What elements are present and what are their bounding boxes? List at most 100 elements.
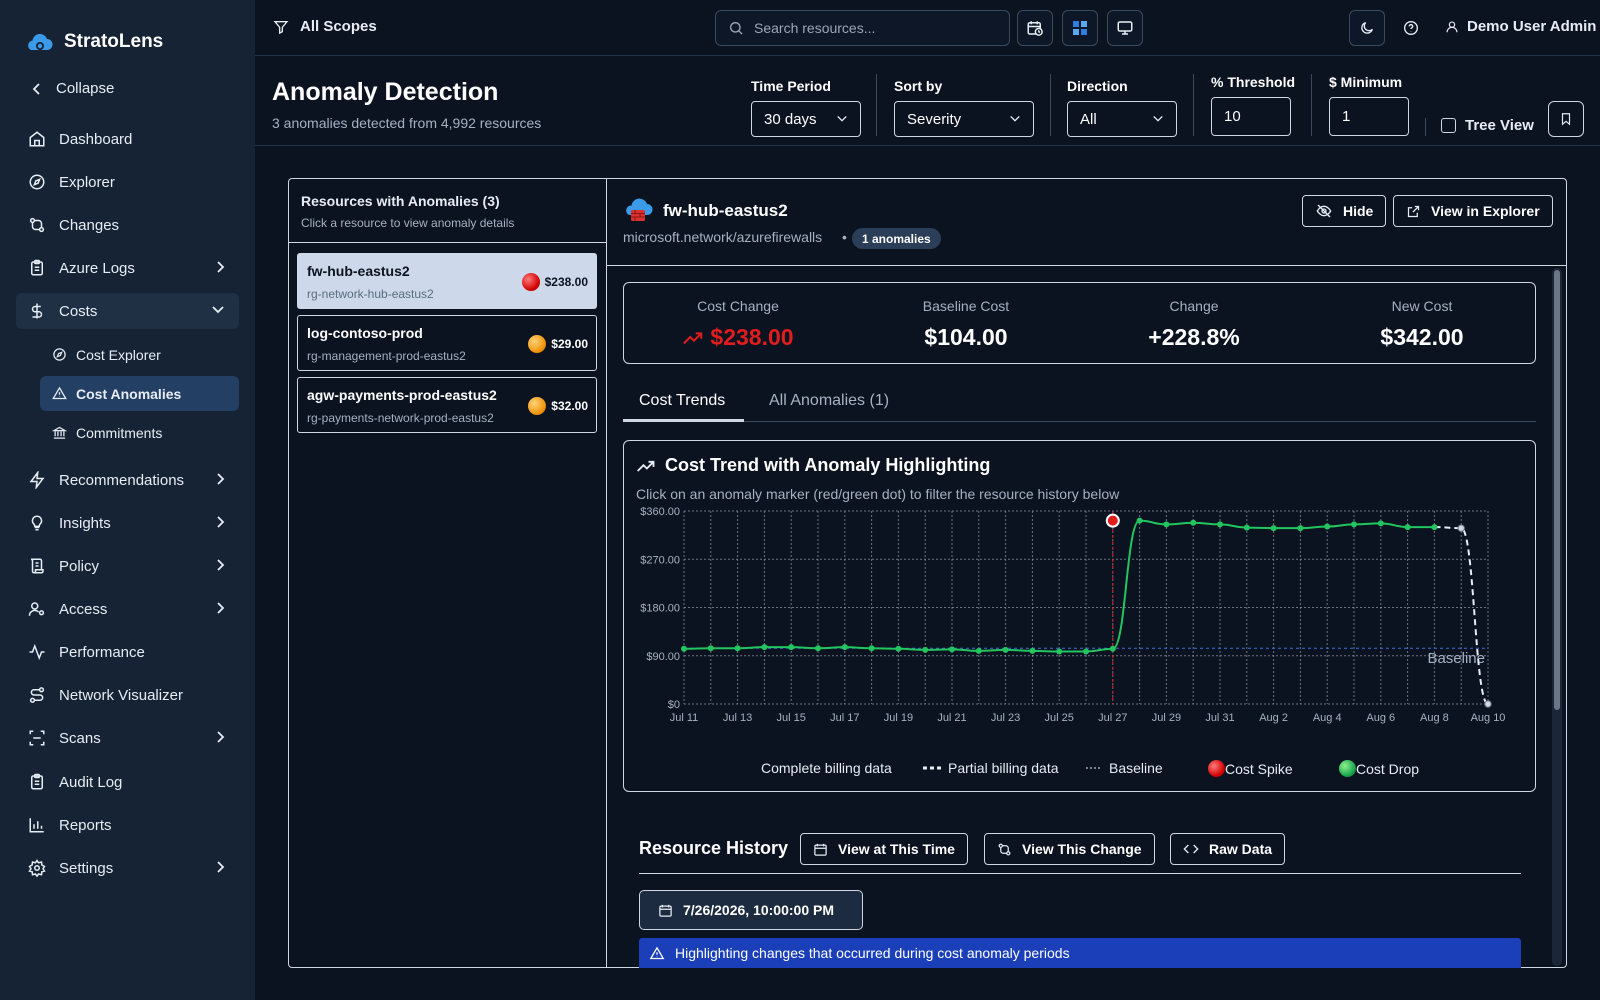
tree-view-toggle[interactable]: Tree View — [1441, 117, 1534, 134]
separator-bullet: • — [842, 229, 847, 245]
data-point — [1404, 524, 1411, 531]
home-icon — [28, 130, 46, 148]
legend-drop[interactable]: Cost Drop — [1339, 760, 1419, 777]
legend-spike[interactable]: Cost Spike — [1208, 760, 1293, 777]
resource-list-item[interactable]: log-contoso-prod rg-management-prod-east… — [297, 315, 597, 371]
sidebar-item-settings[interactable]: Settings — [16, 850, 239, 886]
data-point — [949, 646, 955, 653]
time-period-select[interactable]: 30 days — [751, 101, 861, 137]
cost-trend-card — [623, 440, 1536, 792]
brand[interactable]: StratoLens — [24, 30, 163, 54]
collapse-button[interactable]: Collapse — [32, 80, 114, 97]
resource-cost-value: $29.00 — [551, 337, 588, 351]
cost-trend-chart[interactable]: $0 $90.00 $180.00 $270.00 $360.00 Jul 11 Jul 1… — [630, 506, 1530, 756]
monitor-button[interactable] — [1107, 10, 1143, 46]
filter-divider — [1311, 74, 1312, 136]
sidebar-item-performance[interactable]: Performance — [16, 634, 239, 670]
sidebar-item-dashboard[interactable]: Dashboard — [16, 121, 239, 157]
sidebar-item-access[interactable]: Access — [16, 591, 239, 627]
sidebar-item-costs[interactable]: Costs — [16, 293, 239, 329]
sidebar-subitem-cost-explorer[interactable]: Cost Explorer — [40, 337, 239, 372]
resource-list-item[interactable]: fw-hub-eastus2 rg-network-hub-eastus2 $2… — [297, 253, 597, 309]
stat-new-cost: New Cost $342.00 — [1308, 298, 1536, 351]
page-title: Anomaly Detection — [272, 78, 499, 106]
dollar-icon — [28, 302, 46, 320]
bookmark-button[interactable] — [1548, 101, 1584, 137]
user-menu[interactable]: Demo User Admin — [1445, 18, 1596, 35]
sidebar-item-scans[interactable]: Scans — [16, 720, 239, 756]
sidebar-subitem-commitments[interactable]: Commitments — [40, 415, 239, 450]
sidebar-subitem-label: Cost Explorer — [76, 346, 161, 363]
legend-baseline[interactable]: Baseline — [1085, 760, 1163, 776]
detail-scrollbar-thumb[interactable] — [1554, 270, 1560, 710]
minimum-label: $ Minimum — [1329, 74, 1403, 90]
resource-history-title: Resource History — [639, 838, 789, 858]
scroll-icon — [28, 557, 46, 575]
tree-view-checkbox[interactable] — [1441, 118, 1456, 133]
view-in-explorer-button[interactable]: View in Explorer — [1393, 195, 1553, 227]
threshold-value: 10 — [1224, 108, 1241, 125]
data-point — [868, 645, 875, 652]
search-input[interactable] — [754, 20, 984, 36]
raw-data-button[interactable]: Raw Data — [1170, 833, 1286, 865]
resource-cost: $32.00 — [528, 397, 588, 415]
hide-label: Hide — [1343, 203, 1374, 219]
partial-data-point — [1457, 524, 1465, 532]
search-box[interactable] — [715, 10, 1010, 46]
sidebar-item-label: Reports — [59, 816, 112, 834]
threshold-input[interactable]: 10 — [1211, 97, 1291, 136]
git-compare-icon — [997, 842, 1012, 857]
calendar-icon — [658, 903, 673, 918]
x-tick-label: Jul 29 — [1152, 712, 1181, 724]
sidebar-item-reports[interactable]: Reports — [16, 807, 239, 843]
filter-icon — [273, 19, 289, 35]
resource-cost-value: $238.00 — [544, 275, 588, 289]
sidebar-subitem-cost-anomalies[interactable]: Cost Anomalies — [40, 376, 239, 411]
sidebar-item-changes[interactable]: Changes — [16, 207, 239, 243]
resource-list-item[interactable]: agw-payments-prod-eastus2 rg-payments-ne… — [297, 377, 597, 433]
cost-spike-marker[interactable] — [1105, 513, 1120, 528]
direction-select[interactable]: All — [1067, 101, 1177, 137]
x-tick-label: Jul 15 — [777, 712, 806, 724]
view-at-this-time-button[interactable]: View at This Time — [800, 833, 968, 865]
azure-grid-icon — [1071, 19, 1089, 37]
chevron-right-icon — [215, 860, 225, 874]
sidebar-item-network-visualizer[interactable]: Network Visualizer — [16, 677, 239, 713]
resource-type: microsoft.network/azurefirewalls — [623, 229, 823, 245]
chevron-right-icon — [215, 260, 225, 274]
monitor-icon — [1116, 19, 1134, 37]
theme-toggle-button[interactable] — [1349, 10, 1385, 46]
trending-up-icon — [682, 330, 704, 346]
scope-filter-button[interactable]: All Scopes — [273, 18, 377, 35]
sidebar-item-recommendations[interactable]: Recommendations — [16, 462, 239, 498]
filter-divider — [1193, 74, 1194, 136]
tab-cost-trends[interactable]: Cost Trends — [639, 392, 726, 409]
sidebar-item-label: Audit Log — [59, 773, 123, 791]
history-date-button[interactable]: 7/26/2026, 10:00:00 PM — [639, 890, 863, 930]
hide-button[interactable]: Hide — [1302, 195, 1387, 227]
sidebar-item-audit-log[interactable]: Audit Log — [16, 764, 239, 800]
legend-drop-label: Cost Drop — [1356, 760, 1420, 777]
sort-by-select[interactable]: Severity — [894, 101, 1034, 137]
sidebar-item-azure-logs[interactable]: Azure Logs — [16, 250, 239, 286]
sidebar-subitem-label: Commitments — [76, 424, 163, 441]
help-button[interactable] — [1393, 10, 1429, 46]
bar-chart-icon — [28, 816, 46, 834]
tab-all-anomalies[interactable]: All Anomalies (1) — [769, 392, 890, 409]
minimum-input[interactable]: 1 — [1329, 97, 1409, 136]
data-point — [975, 647, 982, 654]
legend-partial[interactable]: Partial billing data — [922, 760, 1059, 776]
help-circle-icon — [1403, 20, 1419, 36]
legend-complete[interactable]: Complete billing data — [761, 760, 892, 776]
view-this-change-button[interactable]: View This Change — [984, 833, 1155, 865]
external-link-icon — [1406, 204, 1421, 219]
sidebar-item-explorer[interactable]: Explorer — [16, 164, 239, 200]
sidebar-item-policy[interactable]: Policy — [16, 548, 239, 584]
top-bar: All Scopes Demo User Admin — [255, 0, 1600, 56]
zap-icon — [28, 471, 46, 489]
sidebar-item-insights[interactable]: Insights — [16, 505, 239, 541]
sidebar-item-label: Scans — [59, 729, 101, 747]
calendar-clock-button[interactable] — [1017, 10, 1053, 46]
user-name: Demo User Admin — [1467, 18, 1597, 35]
azure-portal-button[interactable] — [1062, 10, 1098, 46]
